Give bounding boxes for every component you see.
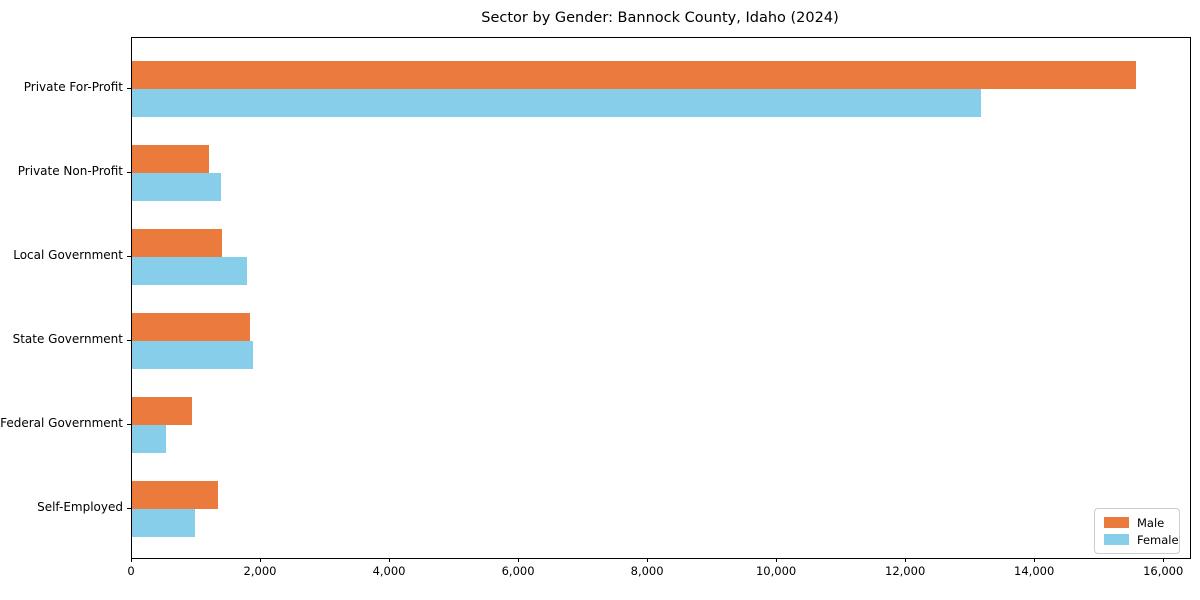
chart-title: Sector by Gender: Bannock County, Idaho … [481,10,839,26]
x-tick-mark-6000 [517,558,519,562]
bar-male-private-non-profit [132,145,209,173]
legend-swatch-male [1104,517,1129,528]
bar-male-private-for-profit [132,61,1136,89]
bar-male-local-government [132,229,222,257]
y-tick-mark-local-government [127,256,131,257]
bar-female-federal-government [132,425,166,453]
y-tick-label-federal-government: Federal Government [0,416,123,430]
legend-entry-male: Male [1104,514,1179,531]
x-tick-label-2000: 2,000 [243,564,277,578]
bar-female-self-employed [132,509,195,537]
legend-entry-female: Female [1104,531,1179,548]
x-tick-label-16000: 16,000 [1143,564,1184,578]
y-tick-label-state-government: State Government [12,332,123,346]
bar-female-local-government [132,257,247,285]
bar-male-federal-government [132,397,192,425]
x-tick-mark-0 [130,558,132,562]
x-tick-mark-8000 [646,558,648,562]
plot-area [131,37,1191,559]
x-tick-label-10000: 10,000 [755,564,797,578]
x-tick-label-14000: 14,000 [1014,564,1055,578]
x-tick-mark-14000 [1033,558,1035,562]
y-tick-mark-self-employed [127,508,131,509]
y-tick-mark-federal-government [127,424,131,425]
x-tick-label-8000: 8,000 [630,564,664,578]
x-tick-label-12000: 12,000 [885,564,926,578]
y-tick-mark-state-government [127,340,131,341]
y-tick-label-self-employed: Self-Employed [37,500,123,514]
x-tick-mark-2000 [259,558,261,562]
bar-male-state-government [132,313,250,341]
x-tick-label-4000: 4,000 [372,564,406,578]
legend-swatch-female [1104,534,1129,545]
x-tick-mark-12000 [904,558,906,562]
y-tick-label-private-for-profit: Private For-Profit [23,80,123,94]
bar-female-private-for-profit [132,89,981,117]
x-tick-label-0: 0 [127,564,135,578]
x-tick-label-6000: 6,000 [501,564,535,578]
legend-label-male: Male [1137,515,1165,530]
y-tick-label-private-non-profit: Private Non-Profit [17,164,123,178]
y-tick-mark-private-for-profit [127,88,131,89]
x-tick-mark-16000 [1162,558,1164,562]
legend-label-female: Female [1137,532,1179,547]
x-tick-mark-10000 [775,558,777,562]
bar-male-self-employed [132,481,218,509]
bar-female-private-non-profit [132,173,221,201]
y-tick-mark-private-non-profit [127,172,131,173]
legend: Male Female [1094,508,1180,554]
x-tick-mark-4000 [388,558,390,562]
bar-female-state-government [132,341,253,369]
y-tick-label-local-government: Local Government [13,248,123,262]
